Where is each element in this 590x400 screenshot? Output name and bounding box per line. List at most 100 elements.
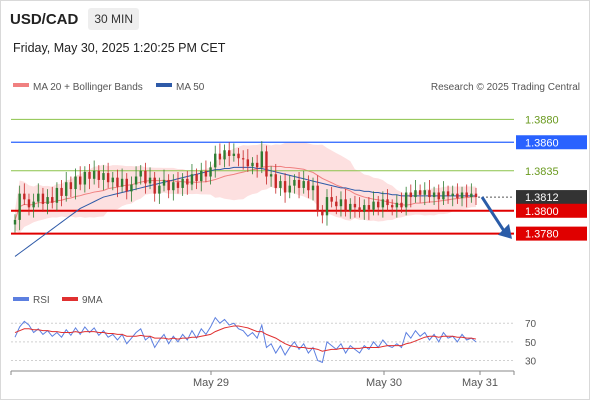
ma20-line — [14, 165, 477, 221]
candle — [195, 168, 198, 190]
candle — [228, 142, 231, 167]
candle — [456, 183, 459, 204]
candle-body — [474, 193, 478, 198]
candle-body — [321, 210, 324, 216]
candle-body — [102, 173, 105, 180]
level-label-4: 1.3800 — [525, 206, 559, 218]
candle-body — [134, 176, 138, 185]
candle-body — [204, 170, 208, 177]
level-label-0: 1.3880 — [525, 114, 559, 126]
candle-body — [130, 184, 133, 192]
candle — [139, 165, 142, 185]
candle-body — [237, 153, 240, 159]
level-label-bg-3 — [516, 190, 587, 205]
candle-body — [325, 197, 329, 216]
source-label: Research © 2025 Trading Central — [431, 82, 580, 93]
candle — [32, 193, 35, 218]
candle-body — [470, 193, 473, 198]
x-tick-label-1: May 30 — [366, 377, 402, 389]
candle — [279, 175, 282, 196]
candle — [214, 145, 217, 178]
candle — [409, 184, 413, 208]
candle — [404, 186, 408, 216]
candle-body — [311, 185, 315, 191]
symbol-title: USD/CAD — [10, 10, 79, 28]
candle — [148, 167, 152, 190]
candle-body — [181, 178, 184, 188]
candle — [125, 173, 128, 200]
candle-body — [209, 167, 212, 177]
level-label-1: 1.3860 — [525, 137, 559, 149]
candle — [172, 174, 175, 201]
candle-body — [451, 193, 454, 196]
ma50-legend-label: MA 50 — [176, 82, 205, 93]
candle — [358, 197, 361, 218]
candle — [302, 170, 305, 194]
candle — [423, 182, 426, 206]
candle — [414, 179, 417, 203]
candle-body — [176, 182, 180, 188]
candle — [83, 166, 87, 193]
candle — [55, 182, 59, 211]
candle-body — [214, 153, 217, 168]
candle — [460, 186, 464, 207]
candle-body — [255, 162, 259, 168]
level-label-bg-5 — [516, 226, 587, 241]
candle — [223, 144, 226, 168]
candle-body — [465, 192, 468, 198]
candle — [134, 166, 138, 191]
candle-body — [116, 177, 119, 187]
rsi-lines — [14, 316, 477, 364]
candle-body — [330, 197, 333, 202]
candle-body — [414, 190, 417, 198]
ma50-legend-swatch — [156, 83, 172, 87]
candle — [293, 174, 296, 194]
candle — [316, 175, 319, 217]
candle — [339, 191, 343, 217]
candle — [470, 183, 473, 203]
candle — [451, 185, 454, 207]
candle-body — [265, 151, 268, 177]
candle-body — [390, 205, 394, 208]
candle-body — [260, 151, 263, 168]
candle-body — [456, 193, 459, 199]
candle — [246, 149, 250, 172]
candle-body — [120, 178, 124, 187]
x-tick-label-0: May 29 — [193, 377, 229, 389]
candle-body — [251, 162, 254, 167]
ma50-path — [14, 166, 476, 257]
candle-body — [97, 170, 101, 180]
candle-body — [46, 197, 49, 204]
candle-body — [404, 192, 408, 208]
candle — [190, 163, 194, 191]
candle — [363, 199, 366, 220]
candle-body — [274, 174, 277, 188]
candle — [78, 166, 82, 191]
projection-arrow-shaft — [480, 196, 506, 232]
candle-body — [92, 170, 96, 179]
datetime-label: Friday, May 30, 2025 1:20:25 PM CET — [13, 41, 226, 55]
candle-body — [106, 173, 110, 183]
candle-body — [409, 192, 413, 198]
candle — [428, 179, 431, 203]
candle-body — [381, 199, 385, 208]
candle-body — [41, 193, 45, 204]
candle-body — [339, 199, 343, 207]
rsi-line — [14, 316, 477, 364]
timeframe-badge[interactable]: 30 MIN — [88, 8, 140, 30]
candle — [251, 157, 254, 175]
candle-body — [246, 159, 250, 167]
candle — [344, 189, 347, 217]
candle — [255, 154, 259, 178]
candle — [200, 162, 203, 192]
candle-body — [27, 199, 31, 208]
candle-body — [60, 187, 63, 196]
candle-body — [377, 201, 380, 208]
candle-body — [344, 199, 347, 211]
candle — [288, 175, 291, 199]
candle — [232, 143, 236, 162]
candle-body — [302, 181, 305, 188]
candle-body — [288, 185, 291, 193]
candle — [41, 187, 45, 212]
